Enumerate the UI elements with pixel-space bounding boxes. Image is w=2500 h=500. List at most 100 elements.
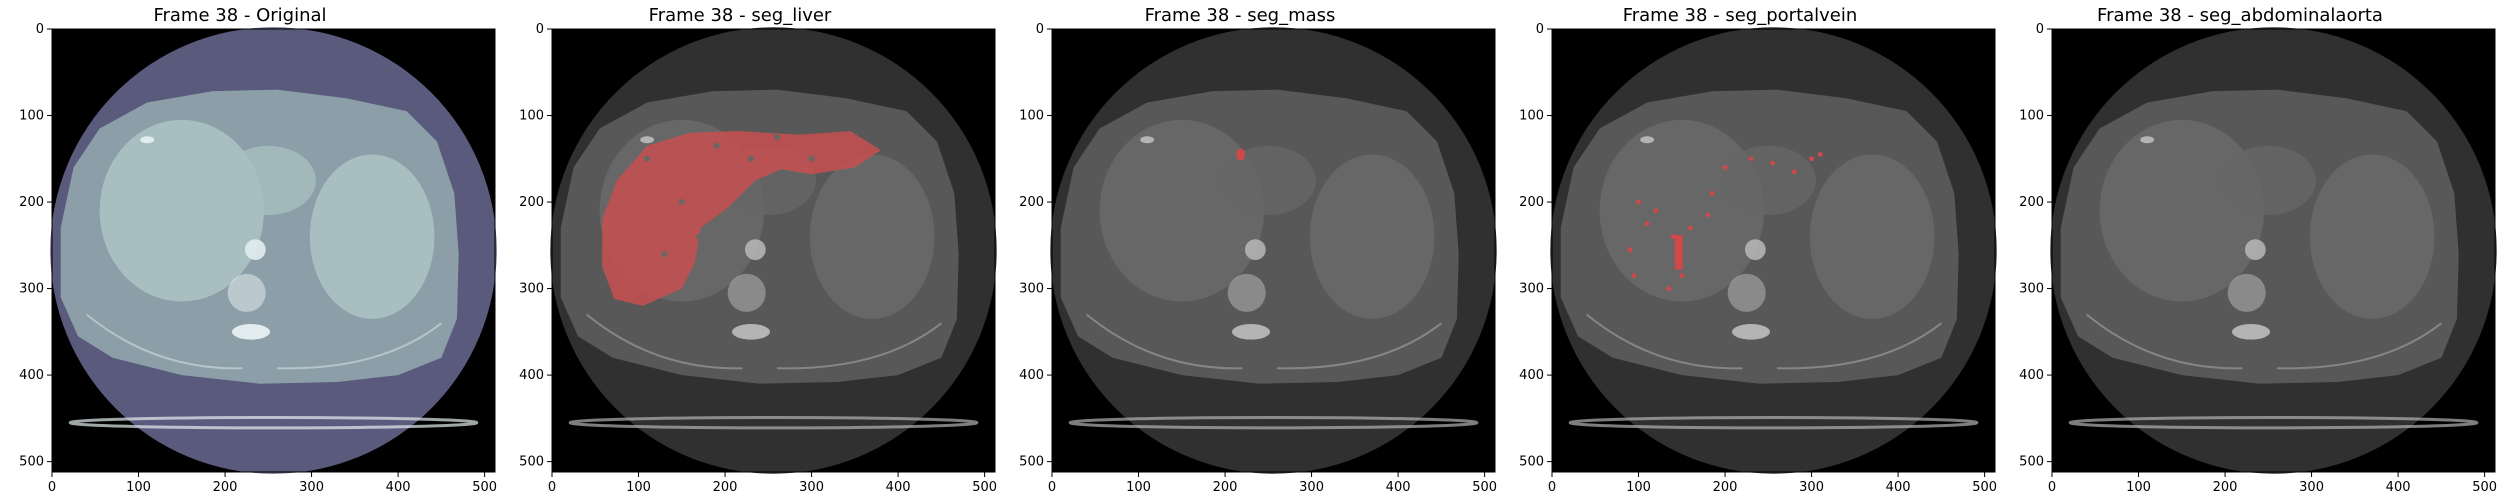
x-tick-label: 100 [1126,480,1151,495]
rib-right [276,322,443,370]
mask-hole [748,155,755,162]
panel-seg-mass: Frame 38 - seg_mass 0 0 100 100 200 200 300 300… [1000,0,1497,500]
portalvein-mask [1674,234,1683,270]
rib-right [1276,322,1443,370]
portalvein-mask [1636,199,1641,205]
y-tick-label: 300 [1019,282,1044,297]
stomach-region [220,145,316,216]
portalvein-mask [1748,156,1754,162]
spleen-region [809,154,935,319]
panel-title: Frame 38 - seg_liver [648,5,832,26]
panel-original: Frame 38 - Original 0 0 100 100 200 200 300 300… [0,0,497,500]
spinous-process [2231,324,2271,340]
rib-right [1776,322,1943,370]
y-tick-label: 500 [2019,455,2044,470]
axes-frame [2051,28,2496,473]
x-tick-label: 500 [1472,480,1497,495]
portalvein-mask [1770,160,1776,166]
y-tick-label: 300 [2019,282,2044,297]
stomach-region [1220,145,1316,216]
x-tick-label: 100 [126,480,151,495]
rib-left [1585,313,1743,370]
mask-hole [644,155,651,162]
y-tick-label: 200 [2019,195,2044,210]
panel-seg-portalvein: Frame 38 - seg_portalvein 0 0 100 100 200 200… [1500,0,1997,500]
y-tick-label: 0 [1536,22,1544,37]
x-tick-label: 400 [386,480,411,495]
portalvein-mask [1666,286,1672,291]
mask-hole [808,155,815,162]
rib-left [2085,313,2243,370]
mass-mask [1236,148,1245,161]
mask-hole [678,199,685,206]
mask-hole [696,233,703,240]
x-tick-label: 400 [1886,480,1911,495]
y-tick-label: 300 [519,282,544,297]
x-tick-label: 200 [2213,480,2238,495]
rib-fragment [1640,136,1655,144]
y-tick-label: 100 [519,109,544,124]
portalvein-mask [1653,208,1659,214]
stomach-region [2220,145,2316,216]
portalvein-mask [1670,234,1676,240]
rib-left [1085,313,1243,370]
x-tick-label: 0 [2048,480,2056,495]
liver-region [99,119,264,302]
x-tick-label: 300 [299,480,324,495]
x-tick-label: 0 [48,480,56,495]
x-tick-label: 400 [1386,480,1411,495]
y-tick-label: 200 [519,195,544,210]
image-content [1550,27,1997,474]
portalvein-mask [1705,212,1711,218]
portalvein-mask [1709,190,1715,196]
rib-right [2276,322,2443,370]
y-tick-label: 400 [519,368,544,383]
spleen-region [309,154,435,319]
scanner-table [1068,415,1479,430]
vertebra [1227,273,1266,312]
portalvein-mask [1679,273,1685,278]
x-tick-label: 100 [1626,480,1651,495]
ct-image-original: 0 0 100 100 200 200 300 300 400 400 500 500 [19,22,497,495]
aorta [744,239,766,261]
scanner-table [2068,415,2479,430]
mask-hole [713,142,720,149]
rib-right [776,322,943,370]
y-tick-label: 500 [519,455,544,470]
y-tick-label: 0 [536,22,544,37]
y-tick-label: 100 [1519,109,1544,124]
liver-region [2099,119,2264,302]
x-tick-label: 300 [1299,480,1324,495]
portalvein-mask [1809,156,1814,162]
portalvein-mask [1627,247,1633,253]
y-tick-label: 400 [19,368,44,383]
x-tick-label: 0 [548,480,556,495]
aorta [244,239,266,261]
x-tick-label: 500 [1972,480,1997,495]
portalvein-mask [1688,225,1693,231]
y-tick-label: 100 [1019,109,1044,124]
panel-seg-liver: Frame 38 - seg_liver 0 0 100 100 200 200 300 30… [500,0,997,500]
x-tick-label: 300 [799,480,824,495]
y-tick-label: 300 [1519,282,1544,297]
spleen-region [1309,154,1435,319]
x-tick-label: 500 [972,480,997,495]
axes-frame [1551,28,1996,473]
axes-frame [551,28,996,473]
stomach-region [1720,145,1816,216]
panel-title: Frame 38 - seg_portalvein [1622,5,1858,26]
rib-fragment [1140,136,1155,144]
spinous-process [1731,324,1771,340]
vertebra [227,273,266,312]
y-tick-label: 0 [36,22,44,37]
spinous-process [231,324,271,340]
spleen-region [2309,154,2435,319]
rib-fragment [2140,136,2155,144]
image-content [1050,27,1497,474]
y-tick-label: 200 [19,195,44,210]
panel-title: Frame 38 - Original [153,5,327,26]
aorta [1744,239,1766,261]
y-tick-label: 200 [1019,195,1044,210]
x-tick-label: 0 [1048,480,1056,495]
image-content [550,27,997,474]
